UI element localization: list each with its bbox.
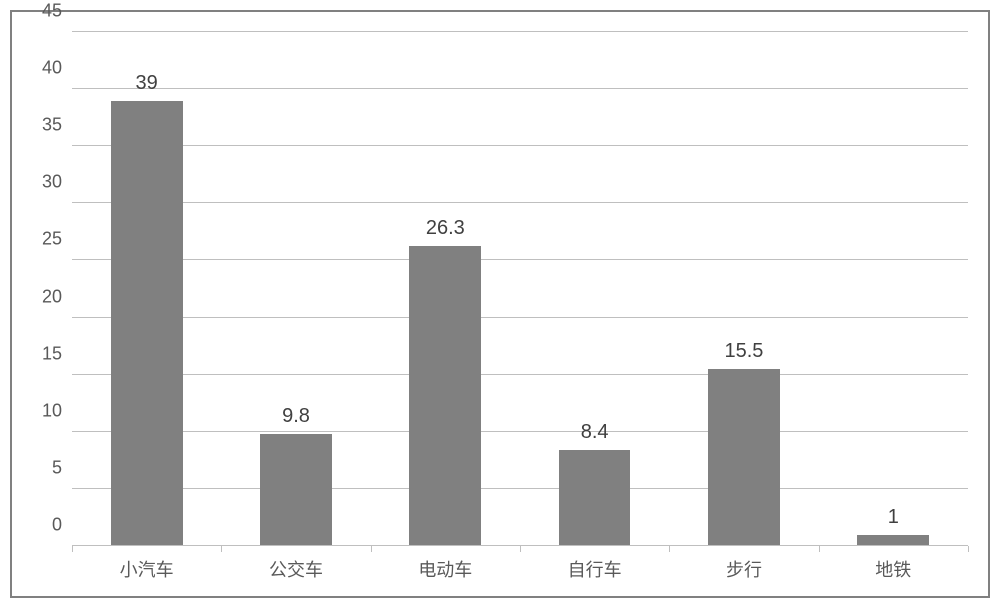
bar-rect: [708, 369, 780, 546]
y-axis-label: 45: [42, 1, 62, 22]
x-category-label: 地铁: [875, 556, 911, 582]
bar-value-label: 15.5: [725, 340, 764, 363]
bar-value-label: 8.4: [581, 421, 609, 444]
y-axis-label: 30: [42, 172, 62, 193]
bar-value-label: 39: [136, 72, 158, 95]
bar-value-label: 1: [888, 506, 899, 529]
plot-area: 39小汽车9.8公交车26.3电动车8.4自行车15.5步行1地铁 051015…: [72, 32, 968, 546]
bar-slot: 39小汽车: [72, 32, 221, 546]
bar-slot: 1地铁: [819, 32, 968, 546]
bar-value-label: 9.8: [282, 405, 310, 428]
x-tick-mark: [819, 546, 820, 552]
x-tick-mark: [968, 546, 969, 552]
y-axis-label: 25: [42, 229, 62, 250]
y-axis-label: 35: [42, 115, 62, 136]
x-category-label: 电动车: [418, 556, 472, 582]
bars-row: 39小汽车9.8公交车26.3电动车8.4自行车15.5步行1地铁: [72, 32, 968, 546]
y-axis-label: 10: [42, 400, 62, 421]
chart-border: 39小汽车9.8公交车26.3电动车8.4自行车15.5步行1地铁 051015…: [10, 10, 990, 598]
bar-chart: 39小汽车9.8公交车26.3电动车8.4自行车15.5步行1地铁 051015…: [0, 0, 1000, 608]
bar-rect: [111, 101, 183, 546]
bar-slot: 15.5步行: [669, 32, 818, 546]
bar-slot: 26.3电动车: [371, 32, 520, 546]
x-tick-mark: [371, 546, 372, 552]
x-category-label: 步行: [726, 556, 762, 582]
y-axis-label: 0: [52, 515, 62, 536]
bar-rect: [559, 450, 631, 546]
y-axis-label: 40: [42, 58, 62, 79]
y-axis-label: 15: [42, 343, 62, 364]
bar-slot: 8.4自行车: [520, 32, 669, 546]
bar-rect: [260, 434, 332, 546]
x-tick-mark: [520, 546, 521, 552]
x-tick-mark: [221, 546, 222, 552]
y-axis-label: 20: [42, 286, 62, 307]
bar-rect: [409, 246, 481, 546]
x-category-label: 自行车: [568, 556, 622, 582]
x-category-label: 小汽车: [120, 556, 174, 582]
bar-value-label: 26.3: [426, 217, 465, 240]
y-axis-label: 5: [52, 457, 62, 478]
bar-slot: 9.8公交车: [221, 32, 370, 546]
x-category-label: 公交车: [269, 556, 323, 582]
x-tick-mark: [669, 546, 670, 552]
x-tick-mark: [72, 546, 73, 552]
